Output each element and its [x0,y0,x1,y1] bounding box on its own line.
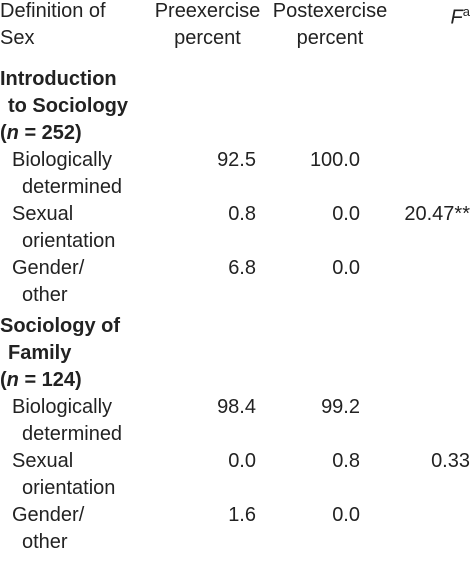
data-row: Gender/other 1.6 0.0 [0,502,474,556]
sample-size: (n = 124) [0,367,474,394]
post-value: 0.0 [332,504,360,526]
pre-value: 1.6 [228,504,256,526]
pre-value: 6.8 [228,257,256,279]
sample-rest: = 252) [18,122,82,144]
row-label-text: Sexual [12,203,74,225]
section-title: Introduction to Sociology (n = 252) [0,62,474,147]
f-label: F [450,6,463,29]
post-value: 0.8 [332,450,360,472]
pre-value: 98.4 [217,396,256,418]
header-text: Preexercise [154,0,261,22]
sample-rest: = 124) [18,369,82,391]
data-row: Gender/other 6.8 0.0 [0,255,474,309]
header-row: Definition of Sex Preexercise percent Postex… [0,0,474,62]
header-cell: Postexercise percent [265,0,395,62]
f-value [395,394,474,448]
data-row: Biologically determined 92.5 100.0 [0,147,474,201]
row-label-text: Sexual [12,450,74,472]
row-label-text: other [22,531,68,553]
f-value: 20.47** [404,203,470,225]
header-text: Definition of [0,0,106,22]
sample-open: ( [0,369,7,391]
sample-var: n [6,122,19,144]
post-value: 100.0 [309,149,360,171]
section-title-text: Family [8,342,72,364]
row-label: Gender/other [0,502,150,556]
row-label: Sexual orientation [0,201,150,255]
sample-var: n [6,369,19,391]
pre-value: 92.5 [217,149,256,171]
header-text: Sex [0,27,35,49]
row-label: Sexual orientation [0,448,150,502]
row-label-text: determined [22,176,123,198]
section-row: Introduction to Sociology (n = 252) [0,62,474,147]
row-label-text: determined [22,423,123,445]
data-row: Sexual orientation 0.8 0.0 20.47** [0,201,474,255]
header-text: percent [296,27,364,49]
pre-value: 0.0 [228,450,256,472]
section-title-text: to Sociology [8,95,128,117]
post-value: 0.0 [332,203,360,225]
row-label-text: Biologically [12,396,113,418]
header-text: Postexercise [272,0,388,22]
sample-size: (n = 252) [0,120,474,147]
header-cell: Definition of Sex [0,0,150,62]
section-title: Sociology of Family (n = 124) [0,309,474,394]
post-value: 99.2 [321,396,360,418]
row-label: Gender/other [0,255,150,309]
header-text: percent [174,27,241,49]
row-label: Biologically determined [0,394,150,448]
row-label-text: orientation [22,477,116,499]
row-label: Biologically determined [0,147,150,201]
sample-open: ( [0,122,7,144]
f-value: 0.33 [431,450,470,472]
f-value [395,255,474,309]
row-label-text: Gender/ [12,257,85,279]
f-value [395,502,474,556]
section-row: Sociology of Family (n = 124) [0,309,474,394]
header-cell: Fa [395,0,474,62]
data-row: Biologically determined 98.4 99.2 [0,394,474,448]
row-label-text: other [22,284,68,306]
f-superscript: a [462,4,470,19]
row-label-text: Biologically [12,149,113,171]
section-title-text: Introduction [0,68,117,90]
f-value [395,147,474,201]
header-cell: Preexercise percent [150,0,265,62]
data-row: Sexual orientation 0.0 0.8 0.33 [0,448,474,502]
row-label-text: Gender/ [12,504,85,526]
row-label-text: orientation [22,230,116,252]
pre-value: 0.8 [228,203,256,225]
section-title-text: Sociology of [0,315,120,337]
post-value: 0.0 [332,257,360,279]
